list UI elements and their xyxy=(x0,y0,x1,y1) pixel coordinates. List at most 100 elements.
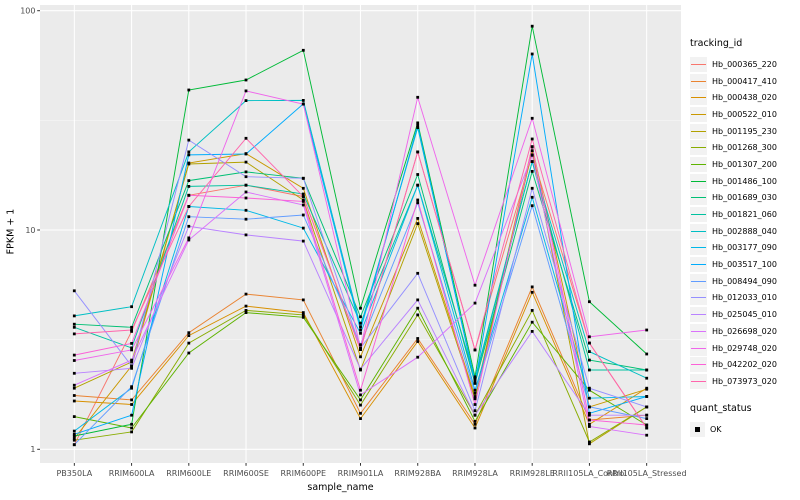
data-point xyxy=(473,413,477,417)
data-point xyxy=(416,126,420,129)
data-point xyxy=(130,325,133,329)
quant-status-label: OK xyxy=(710,424,722,434)
legend-item: Hb_003517_100 xyxy=(690,256,798,273)
legend-item-label: Hb_001268_300 xyxy=(712,143,777,153)
legend-item-label: Hb_025045_010 xyxy=(712,310,777,320)
legend-item-label: Hb_001307_200 xyxy=(712,159,777,169)
data-point xyxy=(301,203,305,207)
data-point xyxy=(244,170,248,174)
legend-key-line-icon xyxy=(690,106,707,122)
data-point xyxy=(530,309,534,312)
data-point xyxy=(359,411,362,415)
legend-key-line-icon xyxy=(690,173,707,189)
legend-key-line-icon xyxy=(690,307,707,323)
data-point xyxy=(645,368,649,372)
data-point xyxy=(187,236,191,240)
legend-item-label: Hb_001689_030 xyxy=(712,193,777,203)
data-point xyxy=(473,379,477,383)
data-point xyxy=(473,422,477,426)
data-point xyxy=(473,348,477,352)
data-point xyxy=(130,430,133,434)
data-point xyxy=(72,434,76,438)
data-point xyxy=(72,437,76,440)
legend-key-line-icon xyxy=(690,357,707,373)
legend-item: Hb_000522_010 xyxy=(690,106,798,123)
data-point xyxy=(301,311,305,314)
legend-item: Hb_000417_410 xyxy=(690,73,798,90)
data-point xyxy=(530,52,534,56)
data-point xyxy=(244,292,248,296)
data-point xyxy=(530,330,534,333)
data-point xyxy=(187,224,191,228)
data-point xyxy=(130,328,133,332)
data-point xyxy=(187,150,191,154)
data-point xyxy=(130,386,133,390)
data-point xyxy=(645,417,649,420)
data-point xyxy=(130,342,133,345)
data-point xyxy=(473,395,477,398)
data-point xyxy=(130,360,133,364)
data-point xyxy=(244,190,248,194)
data-point xyxy=(530,160,534,163)
data-point xyxy=(588,388,591,392)
data-point xyxy=(187,162,191,166)
y-tick-label: 10 xyxy=(25,226,35,235)
legend-item: Hb_073973_020 xyxy=(690,373,798,390)
data-point xyxy=(359,346,362,350)
data-point xyxy=(130,422,133,426)
data-point xyxy=(130,398,133,402)
quant-entries: OK xyxy=(690,421,752,438)
legend-key-line-icon xyxy=(690,207,707,223)
legend-item-label: Hb_000417_410 xyxy=(712,76,777,86)
legend-key-line-icon xyxy=(690,90,707,106)
data-point xyxy=(530,149,534,153)
data-point xyxy=(244,89,248,93)
legend-item-label: Hb_001821_060 xyxy=(712,210,777,220)
data-point xyxy=(588,350,591,353)
data-point xyxy=(588,425,591,428)
legend-color-line xyxy=(691,113,706,115)
quant-status-item: OK xyxy=(690,421,752,438)
legend-item: Hb_025045_010 xyxy=(690,306,798,323)
x-tick-label: RRIM928LE xyxy=(510,469,555,478)
legend-item: Hb_001689_030 xyxy=(690,190,798,207)
legend-item-label: Hb_001195_230 xyxy=(712,126,777,136)
data-point xyxy=(416,173,420,176)
data-point xyxy=(187,215,191,219)
data-point xyxy=(187,205,191,208)
legend-key-line-icon xyxy=(690,73,707,89)
legend-item: Hb_002888_040 xyxy=(690,223,798,240)
data-point xyxy=(301,315,305,319)
y-tick-label: 1 xyxy=(30,445,35,454)
legend: tracking_id Hb_000365_220 Hb_000417_410 Hb… xyxy=(690,38,798,390)
y-tick-label: 100 xyxy=(20,7,35,16)
data-point xyxy=(72,443,76,447)
legend-key-line-icon xyxy=(690,56,707,72)
data-point xyxy=(130,413,133,417)
legend-item-label: Hb_003177_090 xyxy=(712,243,777,253)
data-point xyxy=(72,289,76,293)
legend-item-label: Hb_026698_020 xyxy=(712,326,777,336)
data-point xyxy=(187,138,191,142)
legend-key-line-icon xyxy=(690,156,707,172)
legend-color-line xyxy=(691,230,706,232)
data-point xyxy=(244,152,248,156)
legend-key-line-icon xyxy=(690,323,707,339)
data-point xyxy=(473,381,477,385)
data-point xyxy=(72,332,76,336)
data-point xyxy=(359,331,362,335)
legend-key-line-icon xyxy=(690,373,707,389)
data-point xyxy=(130,358,133,362)
legend-item-label: Hb_042202_020 xyxy=(712,360,777,370)
x-tick-label: PB350LA xyxy=(56,469,92,478)
data-point xyxy=(588,413,591,417)
data-point xyxy=(72,353,76,357)
data-point xyxy=(130,346,133,350)
data-point xyxy=(244,309,248,312)
data-point xyxy=(645,376,649,380)
data-point xyxy=(72,394,76,397)
data-point xyxy=(244,233,248,237)
x-axis-title: sample_name xyxy=(307,482,374,493)
data-point xyxy=(359,343,362,347)
data-point xyxy=(416,121,420,125)
